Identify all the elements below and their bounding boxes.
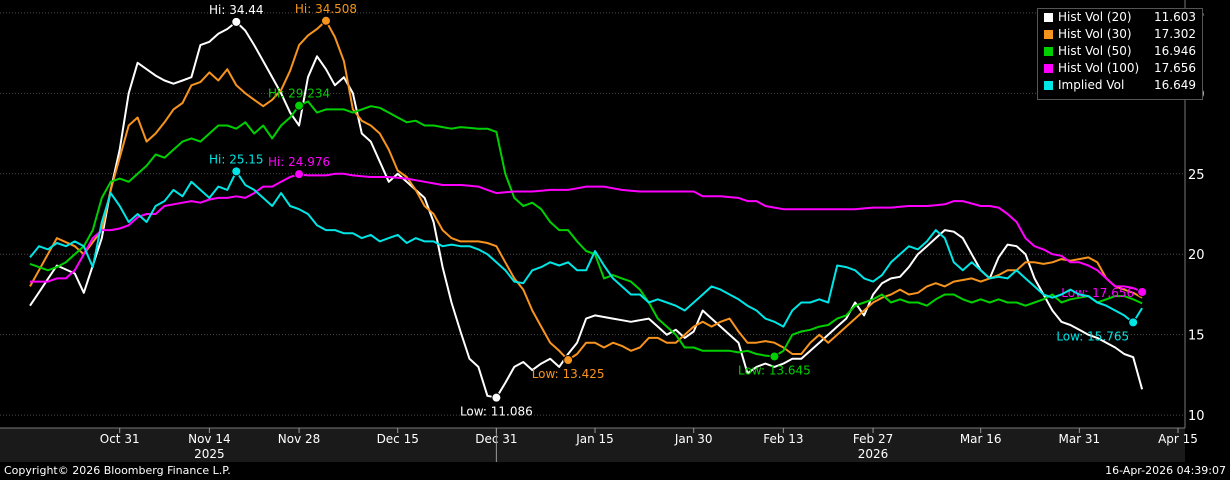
x-tick-label: Nov 28 bbox=[278, 432, 321, 446]
legend-item-hist-vol-30: Hist Vol (30) 17.302 bbox=[1038, 26, 1202, 43]
legend-item-hist-vol-50: Hist Vol (50) 16.946 bbox=[1038, 43, 1202, 60]
y-tick-label: 20 bbox=[1188, 248, 1205, 263]
legend-swatch bbox=[1044, 64, 1053, 73]
legend-label: Hist Vol (20) bbox=[1058, 10, 1132, 24]
series-line-1 bbox=[29, 19, 1143, 361]
low-marker bbox=[769, 351, 780, 362]
series-line-0 bbox=[29, 20, 1144, 399]
series-line-3 bbox=[30, 172, 1143, 293]
x-tick-label: Dec 15 bbox=[377, 432, 419, 446]
x-tick-label: Feb 27 bbox=[853, 432, 893, 446]
legend-label: Hist Vol (30) bbox=[1058, 27, 1132, 41]
legend-item-hist-vol-20: Hist Vol (20) 11.603 bbox=[1038, 9, 1202, 26]
hi-marker bbox=[294, 169, 305, 180]
timestamp-text: 16-Apr-2026 04:39:07 bbox=[1105, 464, 1226, 477]
legend-swatch bbox=[1044, 30, 1053, 39]
low-label: Low: 11.086 bbox=[460, 405, 533, 419]
low-marker bbox=[563, 355, 574, 366]
x-tick-label: Mar 31 bbox=[1058, 432, 1100, 446]
legend-swatch bbox=[1044, 47, 1053, 56]
y-tick-label: 10 bbox=[1188, 409, 1205, 424]
series-line-2 bbox=[29, 100, 1143, 358]
low-marker bbox=[1128, 317, 1139, 328]
x-tick-label: Mar 16 bbox=[960, 432, 1002, 446]
hi-label: Hi: 29.234 bbox=[268, 87, 330, 101]
series-line-4 bbox=[29, 170, 1143, 328]
y-tick-label: 25 bbox=[1188, 168, 1205, 183]
low-label: Low: 15.765 bbox=[1056, 329, 1129, 343]
legend-label: Hist Vol (100) bbox=[1058, 61, 1140, 75]
legend-swatch bbox=[1044, 81, 1053, 90]
hi-label: Hi: 24.976 bbox=[268, 155, 330, 169]
hi-label: Hi: 34.44 bbox=[209, 3, 264, 17]
hi-marker bbox=[320, 15, 331, 26]
y-tick-label: 15 bbox=[1188, 329, 1205, 344]
copyright-text: Copyright© 2026 Bloomberg Finance L.P. bbox=[4, 464, 231, 477]
legend-label: Hist Vol (50) bbox=[1058, 44, 1132, 58]
year-label: 2025 bbox=[194, 447, 225, 461]
low-label: Low: 13.425 bbox=[532, 367, 605, 381]
legend-item-hist-vol-100: Hist Vol (100) 17.656 bbox=[1038, 60, 1202, 77]
low-label: Low: 17.656 bbox=[1061, 286, 1134, 300]
legend-value: 16.649 bbox=[1154, 78, 1196, 92]
hi-marker bbox=[231, 16, 242, 27]
legend-value: 16.946 bbox=[1154, 44, 1196, 58]
year-label: 2026 bbox=[858, 447, 889, 461]
hi-marker bbox=[294, 100, 305, 111]
hi-marker bbox=[231, 166, 242, 177]
x-tick-label: Feb 13 bbox=[763, 432, 803, 446]
hi-label: Hi: 25.15 bbox=[209, 152, 264, 166]
x-tick-label: Jan 30 bbox=[674, 432, 713, 446]
x-tick-label: Nov 14 bbox=[188, 432, 231, 446]
legend-swatch bbox=[1044, 13, 1053, 22]
legend-label: Implied Vol bbox=[1058, 78, 1125, 92]
legend-value: 11.603 bbox=[1154, 10, 1196, 24]
low-label: Low: 13.645 bbox=[738, 363, 811, 377]
low-marker bbox=[491, 392, 502, 403]
x-axis-band bbox=[0, 428, 1185, 462]
low-marker bbox=[1137, 286, 1148, 297]
x-tick-label: Oct 31 bbox=[100, 432, 140, 446]
legend: Hist Vol (20) 11.603 Hist Vol (30) 17.30… bbox=[1037, 8, 1203, 100]
x-tick-label: Jan 15 bbox=[575, 432, 614, 446]
x-tick-label: Apr 15 bbox=[1158, 432, 1198, 446]
legend-value: 17.302 bbox=[1154, 27, 1196, 41]
legend-item-implied-vol: Implied Vol 16.649 bbox=[1038, 77, 1202, 94]
hi-label: Hi: 34.508 bbox=[295, 2, 357, 16]
legend-value: 17.656 bbox=[1154, 61, 1196, 75]
